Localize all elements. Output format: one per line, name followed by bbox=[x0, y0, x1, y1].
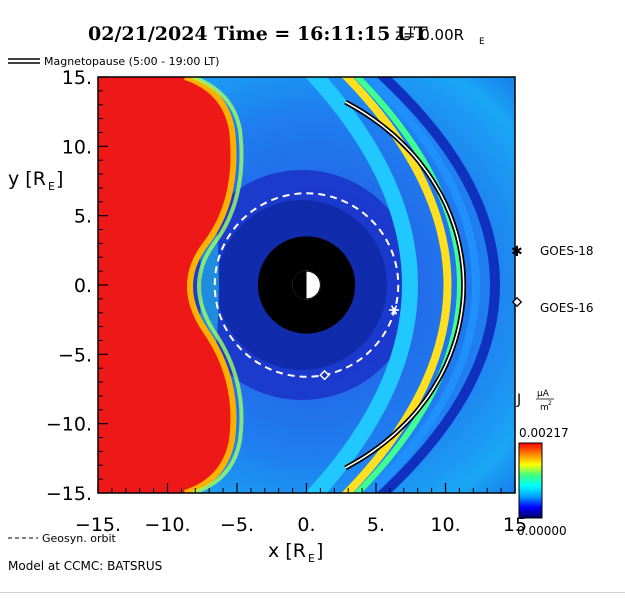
nightside-current-lobe bbox=[98, 77, 234, 493]
colorbar-ramp bbox=[518, 442, 543, 519]
y-tick-label: −10. bbox=[46, 414, 92, 436]
dayside-band-3 bbox=[353, 77, 463, 493]
nightside-lobe-edge-outer bbox=[192, 77, 244, 493]
goes-18-legend: ✱ GOES-18 bbox=[511, 244, 594, 260]
dayside-band-1 bbox=[304, 77, 418, 493]
goes-18-marker bbox=[389, 305, 400, 315]
z-label: z= 0.00R bbox=[395, 26, 464, 44]
colorbar-max-label: 0.00217 bbox=[519, 426, 569, 440]
earth-nightside bbox=[292, 271, 307, 299]
dayside-band-4 bbox=[364, 77, 480, 493]
magnetopause-center bbox=[345, 101, 465, 469]
y-tick-label: −15. bbox=[46, 483, 92, 505]
chart-title: 02/21/2024 Time = 16:11:15 UT bbox=[88, 23, 428, 45]
y-axis-title: y [R E ] bbox=[8, 168, 63, 193]
svg-text:]: ] bbox=[56, 168, 63, 190]
goes-18-legend-symbol: ✱ bbox=[511, 244, 523, 260]
goes-16-marker-shape bbox=[319, 369, 330, 381]
colorbar-unit-denominator: m bbox=[540, 403, 549, 413]
nightside-lobe-edge bbox=[184, 77, 237, 493]
goes-16-legend: GOES-16 bbox=[511, 296, 594, 315]
goes-18-marker-stroke bbox=[390, 305, 398, 315]
x-axis-title: x [R E ] bbox=[268, 540, 323, 565]
x-axis-ticks: −15. −10. −5. 0. 5. 10. 15 bbox=[75, 483, 527, 536]
x-tick-label: −10. bbox=[144, 514, 190, 536]
dayside-band-5 bbox=[376, 77, 500, 493]
x-tick-label: 0. bbox=[297, 514, 315, 536]
x-tick-label: 5. bbox=[367, 514, 385, 536]
colorbar-unit-denominator-sup: 2 bbox=[548, 400, 552, 407]
footer-divider bbox=[0, 592, 625, 593]
svg-text:y [R: y [R bbox=[8, 168, 46, 190]
goes-16-legend-label: GOES-16 bbox=[540, 301, 594, 315]
z-label-subscript: E bbox=[479, 37, 485, 47]
x-tick-label: −15. bbox=[75, 514, 121, 536]
magnetopause-legend-label: Magnetopause (5:00 - 19:00 LT) bbox=[44, 55, 219, 68]
magnetopause-boundary bbox=[344, 99, 467, 471]
geosyn-legend-label: Geosyn. orbit bbox=[42, 532, 117, 545]
x-tick-label: 10. bbox=[430, 514, 460, 536]
colorbar-min-label: 0.00000 bbox=[517, 524, 567, 538]
earth-symbol bbox=[292, 270, 321, 300]
y-tick-label: 5. bbox=[74, 206, 92, 228]
svg-text:E: E bbox=[48, 180, 55, 193]
y-tick-label: 10. bbox=[62, 136, 92, 158]
goes-16-legend-symbol bbox=[511, 296, 523, 308]
plot-area bbox=[98, 77, 515, 493]
dayside-band-2 bbox=[341, 77, 452, 493]
earth-outline bbox=[292, 270, 321, 300]
y-axis-ticks: 15. 10. 5. 0. −5. −10. −15. bbox=[46, 67, 108, 505]
goes-16-marker bbox=[319, 369, 330, 381]
y-tick-label: 15. bbox=[62, 67, 92, 89]
colorbar-label: J bbox=[516, 392, 521, 408]
colorbar: J μA m 2 0.00217 0.00000 bbox=[516, 389, 569, 538]
y-tick-label: 0. bbox=[74, 275, 92, 297]
goes-18-legend-label: GOES-18 bbox=[540, 244, 594, 258]
x-tick-label: −5. bbox=[220, 514, 254, 536]
svg-text:x [R: x [R bbox=[268, 540, 306, 562]
colorbar-unit-numerator: μA bbox=[537, 389, 550, 399]
geosyn-orbit-circle bbox=[213, 192, 400, 378]
svg-text:E: E bbox=[308, 552, 315, 565]
y-tick-label: −5. bbox=[58, 344, 92, 366]
svg-text:]: ] bbox=[316, 540, 323, 562]
model-credit: Model at CCMC: BATSRUS bbox=[8, 559, 162, 573]
x-tick-label: 15 bbox=[503, 514, 527, 536]
